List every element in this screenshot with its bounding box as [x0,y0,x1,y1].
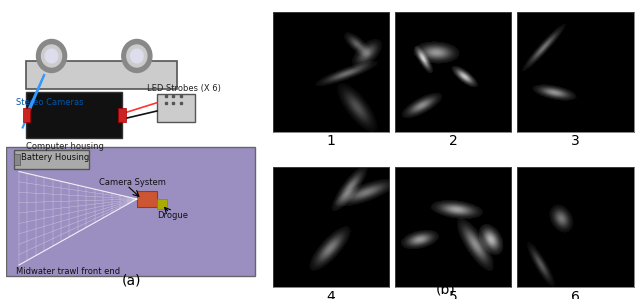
Text: Midwater trawl front end: Midwater trawl front end [17,267,120,276]
Text: (a): (a) [122,273,141,287]
Bar [26,62,177,89]
Text: Drogue: Drogue [157,211,188,220]
X-axis label: 1: 1 [326,134,335,148]
Circle shape [36,39,67,72]
Bar [22,108,30,122]
Text: LED Strobes (X 6): LED Strobes (X 6) [147,85,221,94]
Bar [14,154,20,165]
X-axis label: 2: 2 [449,134,458,148]
Text: Battery Housing: Battery Housing [22,153,90,162]
X-axis label: 6: 6 [571,290,580,299]
Circle shape [131,49,143,63]
Bar [26,92,122,138]
X-axis label: 4: 4 [326,290,335,299]
Bar [137,191,157,207]
Bar [157,199,167,209]
Bar [157,94,195,122]
Circle shape [45,49,58,63]
Circle shape [42,45,61,67]
Bar [118,108,125,122]
Circle shape [122,39,152,72]
Text: Computer housing: Computer housing [26,142,104,151]
X-axis label: 5: 5 [449,290,458,299]
Bar [14,150,89,169]
Circle shape [127,45,147,67]
X-axis label: 3: 3 [571,134,580,148]
Text: Stereo Cameras: Stereo Cameras [17,98,84,107]
Text: Camera System: Camera System [99,178,166,187]
Text: (b): (b) [436,282,456,296]
Bar [6,147,255,276]
